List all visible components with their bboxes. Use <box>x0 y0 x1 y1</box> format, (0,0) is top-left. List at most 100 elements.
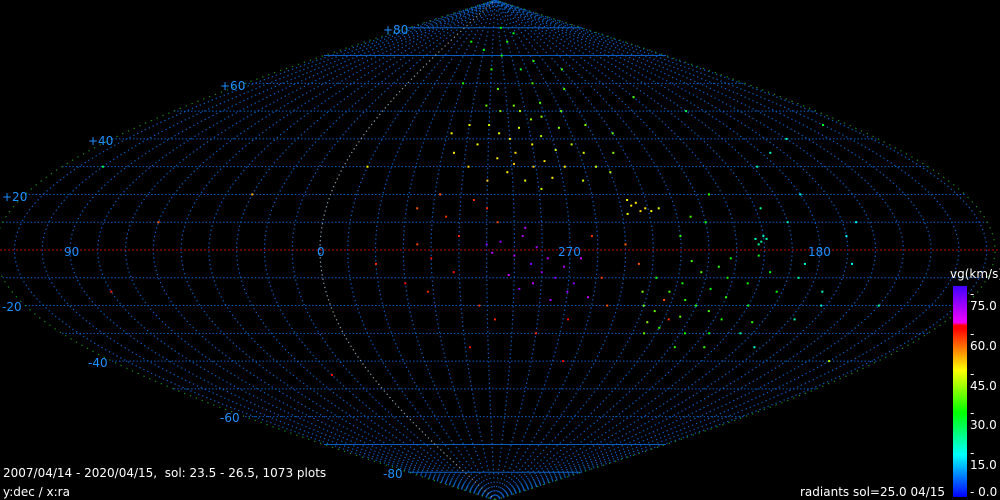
radiant-point <box>762 235 765 238</box>
radiant-point <box>643 332 646 335</box>
radiant-point <box>157 221 160 224</box>
radiant-point <box>462 82 465 85</box>
radiant-point <box>554 276 557 279</box>
colorbar-tick-75: - 75.0 <box>970 287 997 313</box>
tick-text: 60.0 <box>970 339 997 353</box>
dec-label-minus40: -40 <box>88 356 108 370</box>
meridian-line <box>494 0 988 500</box>
radiant-point <box>679 315 682 318</box>
radiant-point <box>624 243 627 246</box>
radiant-point <box>557 126 560 129</box>
radiant-point <box>851 262 853 265</box>
radiant-point <box>490 68 493 71</box>
radiant-point <box>530 262 532 265</box>
axes-text: y:dec / x:ra <box>3 485 70 499</box>
radiant-point <box>450 132 453 135</box>
radiant-point <box>494 318 496 321</box>
radiant-point <box>535 246 538 249</box>
radiant-point <box>507 274 510 276</box>
radiant-point <box>506 171 509 174</box>
radiant-point <box>632 96 635 99</box>
colorbar-tick-30: - 30.0 <box>970 406 997 432</box>
radiant-point <box>430 257 433 260</box>
radiant-point <box>540 187 543 190</box>
radiant-point <box>499 110 502 113</box>
meridian-line <box>494 0 821 500</box>
radiant-point <box>499 26 502 29</box>
radiant-point <box>532 60 535 63</box>
ra-label-270: 270 <box>558 245 581 259</box>
radiant-point <box>587 296 589 299</box>
radiant-point <box>531 82 534 85</box>
radiant-point <box>584 124 587 126</box>
radiant-point <box>496 87 499 90</box>
meridian-line <box>41 0 496 500</box>
radiant-point <box>478 304 481 307</box>
radiant-point <box>658 326 661 329</box>
radiant-point <box>757 243 760 246</box>
radiant-point <box>765 237 768 240</box>
radiant-point <box>600 276 603 279</box>
tick-text: 75.0 <box>970 299 997 313</box>
radiant-point <box>877 304 880 307</box>
radiant-point <box>572 282 575 285</box>
radiant-point <box>650 210 653 213</box>
radiant-point <box>531 143 534 146</box>
radiant-point <box>606 304 609 307</box>
radiant-point <box>540 271 543 274</box>
radiant-point <box>704 221 707 224</box>
radiant-point <box>512 104 515 107</box>
radiant-point <box>667 318 670 321</box>
radiant-point <box>101 165 104 168</box>
radiant-point <box>803 262 806 265</box>
radiant-point <box>708 193 710 196</box>
ra-label-0: 0 <box>317 245 325 259</box>
meridian-line <box>152 0 496 500</box>
radiant-point <box>582 151 585 154</box>
radiant-point <box>549 299 552 301</box>
tick-text: 0.0 <box>978 485 998 499</box>
radiant-point <box>690 260 693 263</box>
radiant-point <box>634 201 637 204</box>
radiant-point <box>726 276 729 279</box>
radiant-point <box>769 151 772 154</box>
radiant-point <box>506 40 509 43</box>
radiant-point <box>642 304 645 307</box>
colorbar-tick-0: - 0.0 <box>970 485 998 499</box>
radiant-point <box>540 115 543 118</box>
dec-label-plus40: +40 <box>88 134 114 148</box>
radiant-point <box>657 207 660 210</box>
radiant-point <box>684 332 686 335</box>
radiant-point <box>518 287 521 290</box>
meridian-line <box>494 0 516 500</box>
radiant-point <box>785 137 788 140</box>
radiant-point <box>746 282 749 285</box>
radiant-point <box>612 151 615 154</box>
radiant-point <box>725 296 728 299</box>
radiant-point <box>793 318 796 321</box>
radiant-point <box>404 282 407 285</box>
meridian-line <box>486 0 496 500</box>
radiant-point <box>486 207 488 210</box>
radiant-point <box>820 304 823 307</box>
radiant-point <box>747 304 750 307</box>
radiant-point <box>653 310 656 313</box>
meridian-line <box>494 0 599 500</box>
meridian-line <box>97 0 496 500</box>
meridian-line <box>494 0 682 500</box>
radiant-point <box>486 179 489 182</box>
radiant-point <box>513 254 516 257</box>
colorbar-tick-45: - 45.0 <box>970 367 997 393</box>
radiant-point <box>532 165 535 168</box>
radiant-point <box>786 221 789 224</box>
radiant-point <box>524 179 527 182</box>
radiant-point <box>759 207 762 210</box>
radiant-point <box>551 176 554 179</box>
colorbar-title: vg(km/s) <box>950 267 1000 281</box>
radiant-point <box>729 257 732 260</box>
map-outline-right <box>494 0 996 500</box>
colorbar-tick-15: - 15.0 <box>970 446 997 472</box>
radiant-point <box>500 54 503 57</box>
